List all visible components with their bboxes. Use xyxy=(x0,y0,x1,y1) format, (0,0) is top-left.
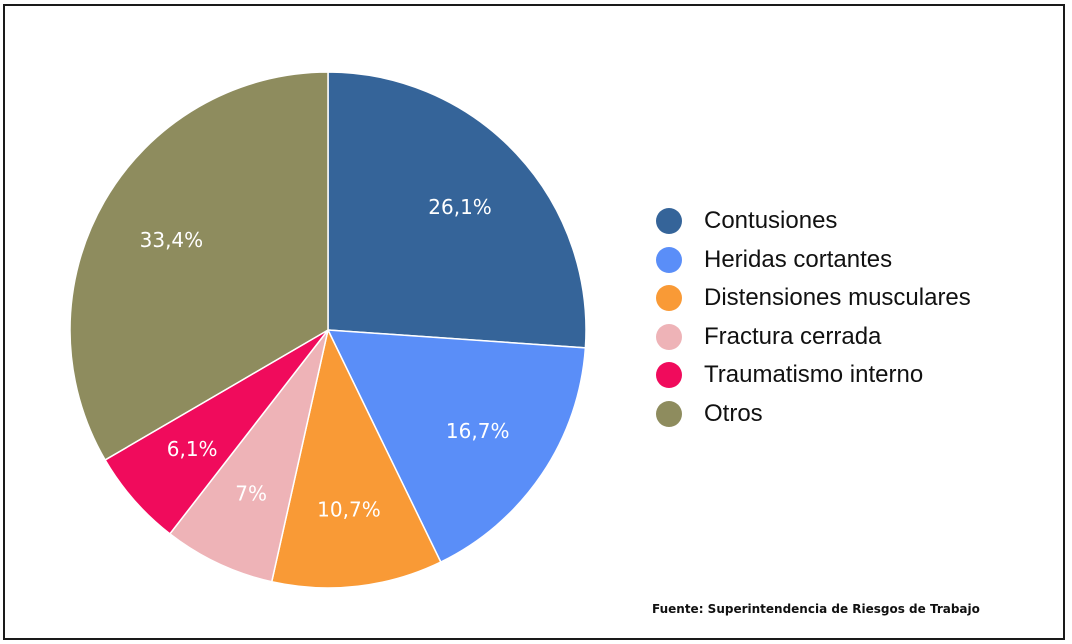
legend-swatch xyxy=(656,400,682,427)
pie-slice-fractura-cerrada xyxy=(168,329,329,583)
legend-label: Heridas cortantes xyxy=(704,245,893,273)
legend-item-otros: Otros xyxy=(656,396,763,432)
slice-label-contusiones: 26,1% xyxy=(428,195,492,219)
legend-label: Otros xyxy=(704,399,763,427)
legend-item-distensiones-musculares: Distensiones musculares xyxy=(656,280,971,316)
legend-label: Traumatismo interno xyxy=(704,361,924,388)
legend-swatch xyxy=(656,362,682,388)
legend-label: Distensiones musculares xyxy=(704,284,971,311)
slice-label-heridas-cortantes: 16,7% xyxy=(446,419,510,443)
legend-item-traumatismo-interno: Traumatismo interno xyxy=(656,357,923,393)
pie-slice-heridas-cortantes xyxy=(326,329,587,564)
pie-slice-contusiones xyxy=(327,71,587,349)
slice-label-traumatismo-interno: 6,1% xyxy=(167,437,218,461)
legend-label: Contusiones xyxy=(704,207,838,234)
legend-swatch xyxy=(656,285,682,311)
legend-item-contusiones: Contusiones xyxy=(656,203,837,239)
legend-item-heridas-cortantes: Heridas cortantes xyxy=(656,242,892,278)
slice-label-otros: 33,4% xyxy=(140,228,204,252)
slice-label-fractura-cerrada: 7% xyxy=(235,481,267,505)
legend-label: Fractura cerrada xyxy=(704,322,882,350)
legend-swatch xyxy=(656,208,682,234)
legend-swatch xyxy=(656,323,682,350)
source-note: Fuente: Superintendencia de Riesgos de T… xyxy=(652,602,980,616)
legend-item-fractura-cerrada: Fractura cerrada xyxy=(656,319,881,355)
legend-swatch xyxy=(656,246,682,273)
pie-slice-otros xyxy=(69,71,329,461)
slice-label-distensiones-musculares: 10,7% xyxy=(317,497,381,521)
